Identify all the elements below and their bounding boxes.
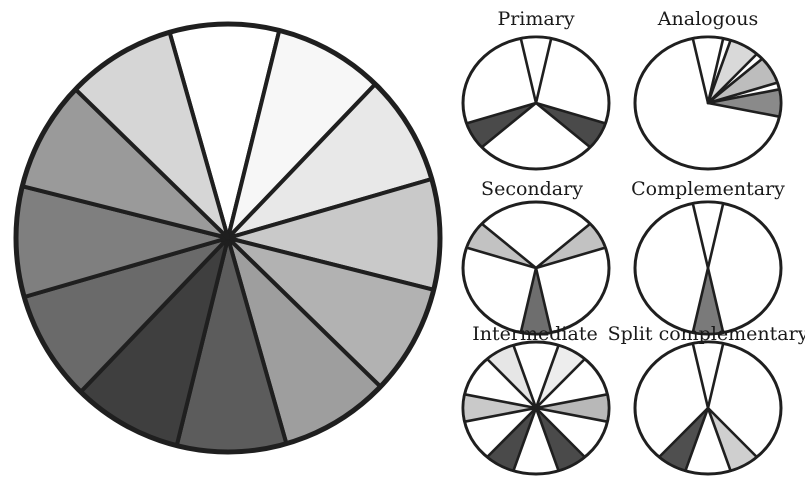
scheme-wedge <box>706 88 783 118</box>
scheme-wedge <box>534 393 611 423</box>
label-intermediate: Intermediate <box>472 323 598 345</box>
scheme-wedge <box>691 266 725 336</box>
scheme-wedge <box>534 222 607 270</box>
scheme-wedge <box>485 343 538 410</box>
main-wheel-outline <box>13 21 443 455</box>
scheme-wedge <box>706 38 759 105</box>
scheme-wedge <box>519 266 553 336</box>
scheme-wedge <box>485 406 538 473</box>
scheme-wedge <box>657 406 710 473</box>
scheme-wedge <box>706 406 759 473</box>
scheme-wedge <box>534 343 587 410</box>
scheme-wedge <box>691 340 725 410</box>
label-secondary: Secondary <box>481 178 583 200</box>
label-analogous: Analogous <box>657 8 759 30</box>
scheme-wedge <box>534 101 607 149</box>
label-primary: Primary <box>497 8 575 30</box>
label-complementary: Complementary <box>631 178 785 200</box>
label-split-complementary: Split complementary <box>607 323 805 345</box>
scheme-wedge <box>461 393 538 423</box>
scheme-wedge <box>691 35 725 105</box>
scheme-wedge <box>534 406 587 473</box>
scheme-wedge <box>519 35 553 105</box>
scheme-wedge <box>691 200 725 270</box>
scheme-wedge <box>465 222 538 270</box>
scheme-wedge <box>706 57 779 105</box>
scheme-wedge <box>465 101 538 149</box>
